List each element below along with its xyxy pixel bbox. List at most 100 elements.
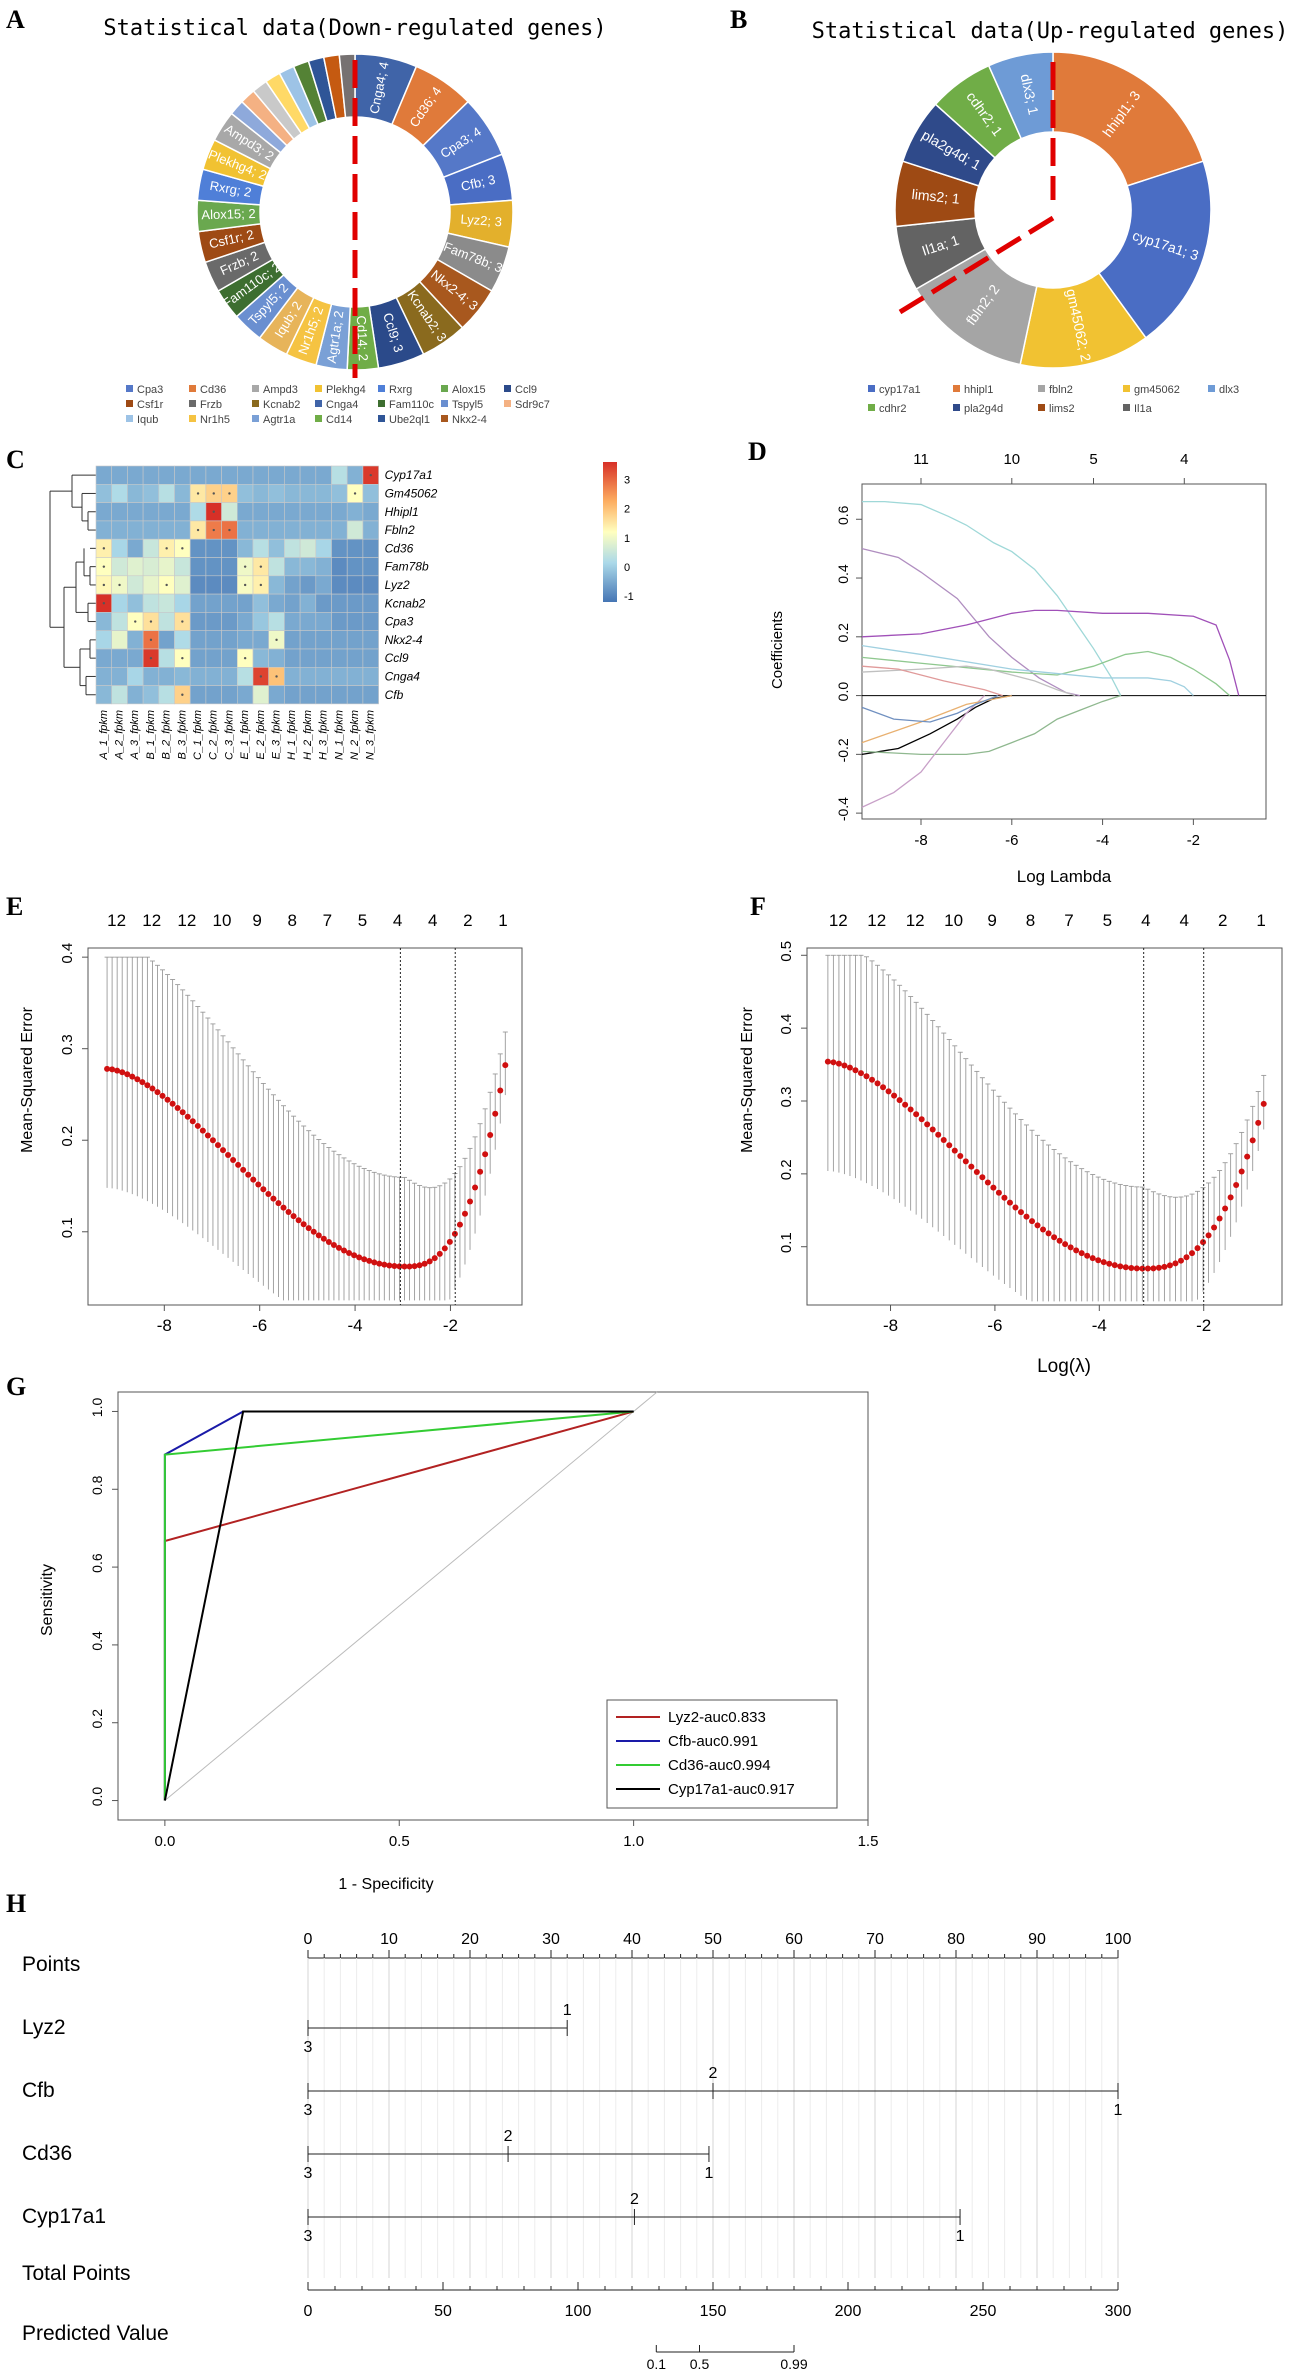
donut-b-legend: cyp17a1 hhipl1 fbln2 gm45062 dlx3 cdhr2 pla2g4… [868,384,1239,415]
cv-f-point-66 [1183,1254,1190,1261]
cv-f-top-label-10: 4 [1180,911,1189,930]
heatmap-significance-dot [181,656,184,660]
legend-a-label-ampd3: Ampd3 [263,384,298,396]
heatmap-cell-fbln2-a-1-fpkm [95,520,112,540]
heatmap-cell-kcnab2-b-2-fpkm [158,593,175,613]
cv-f-point-13 [891,1092,898,1099]
cv-f-top-label-7: 7 [1064,911,1073,930]
lasso-path-10 [861,695,986,808]
heatmap-cell-kcnab2-b-1-fpkm [142,593,160,613]
cv-f-point-67 [1189,1250,1196,1257]
cv-f-point-76 [1238,1168,1245,1175]
legend-a-label-cnga4: Cnga4 [326,399,358,411]
heatmap-significance-dot [212,492,215,495]
heatmap-cell-kcnab2-h-3-fpkm [315,593,332,613]
legend-b-swatch-pla2g4d [953,404,960,411]
legend-a-label-cd36: Cd36 [200,384,226,396]
heatmap-cell-lyz2-c-1-fpkm [189,575,207,595]
cv-f-point-14 [896,1097,903,1104]
heatmap-cell-cyp17a1-h-3-fpkm [315,465,332,485]
lasso-path-3 [861,609,1240,696]
nomogram-var-marker-lyz2-3: 3 [304,2039,313,2056]
nomogram-total-tick-label-300: 300 [1105,2303,1132,2320]
heatmap-significance-dot [228,492,231,495]
heatmap-cell-cpa3-a-1-fpkm [95,612,112,632]
cv-e-point-28 [240,1166,247,1173]
cv-e-point-24 [220,1147,227,1154]
heatmap-cell-lyz2-n-2-fpkm [346,575,364,595]
heatmap-scale-tick-0: 0 [624,562,630,574]
donut-b-divider-diagonal [898,215,1055,315]
heatmap-cell-cpa3-c-1-fpkm [189,612,207,632]
roc-xtick-label-1-5: 1.5 [858,1833,879,1850]
heatmap-cell-cpa3-e-3-fpkm [268,612,285,632]
cv-e-point-74 [472,1184,479,1191]
heatmap-cell-cyp17a1-h-1-fpkm [284,465,301,485]
heatmap-significance-dot [102,602,106,605]
roc-legend-label-cfb-auc0-991: Cfb-auc0.991 [668,1733,758,1750]
cv-f-point-38 [1029,1218,1036,1225]
cv-f-point-72 [1216,1215,1223,1222]
heatmap-cell-cpa3-n-2-fpkm [346,612,364,632]
legend-a-label-agtr1a: Agtr1a [263,414,296,426]
donut-a-slice-label-lyz2-3: Lyz2; 3 [460,211,502,229]
heatmap-cell-cfb-b-1-fpkm [142,685,160,705]
heatmap-cell-gm45062-b-2-fpkm [158,483,175,503]
heatmap-cell-ccl9-n-2-fpkm [346,648,364,668]
roc-curve-cd36-auc0-994 [163,1410,634,1801]
heatmap-cell-lyz2-c-2-fpkm [205,575,222,595]
nomogram-points-tick-label-30: 30 [542,1931,560,1948]
nomogram-total-label: Total Points [22,2262,131,2285]
donut-b-title: Statistical data(Up-regulated genes) [812,19,1289,44]
cv-e-top-label-1: 12 [107,911,126,930]
cv-e-point-27 [235,1161,242,1168]
heatmap-cell-cyp17a1-b-2-fpkm [158,465,175,485]
lasso-top-tick-label-10: 10 [1003,451,1020,468]
nomogram-points-tick-label-60: 60 [785,1931,803,1948]
cv-f-top-label-9: 4 [1141,911,1150,930]
cv-e-point-26 [230,1156,237,1163]
lasso-xlabel: Log Lambda [1017,867,1112,886]
cv-f-point-45 [1067,1244,1074,1251]
legend-a-label-cpa3: Cpa3 [137,384,163,396]
nomogram-var-marker-lyz2-1: 1 [563,2002,572,2019]
nomogram-var-marker-cd36-2: 2 [504,2128,513,2145]
cv-f-point-15 [902,1101,909,1108]
heatmap-row-label-cd36: Cd36 [385,541,414,555]
cv-f-point-68 [1194,1245,1201,1252]
cv-e-point-41 [305,1225,312,1232]
heatmap-significance-dot [369,473,372,477]
heatmap-cell-kcnab2-e-2-fpkm [252,593,269,613]
legend-b-swatch-gm45062 [1123,385,1130,392]
cv-f-point-42 [1051,1234,1058,1241]
lasso-coefficient-paths: -8 -6 -4 -2 -0.4 -0.2 0.0 0.2 0.4 0.6 11 10 5 4 [835,451,1266,849]
cv-f-point-22 [940,1136,947,1143]
heatmap-cell-fbln2-e-1-fpkm [237,520,254,540]
legend-b-label-fbln2: fbln2 [1049,384,1073,396]
heatmap-row-label-kcnab2: Kcnab2 [385,596,426,610]
cv-e-xtick-label-6: -6 [252,1316,267,1335]
heatmap-cell-cpa3-n-3-fpkm [362,612,379,632]
heatmap-cell-hhipl1-e-1-fpkm [237,502,254,522]
heatmap-col-label-h-2-fpkm: H_2_fpkm [302,710,314,760]
heatmap-cell-fam78b-b-3-fpkm [174,557,191,577]
heatmap-dendrogram [49,474,96,696]
cv-e-point-55 [376,1260,383,1267]
legend-a-swatch-ccl9 [504,385,511,392]
lasso-ylabel: Coefficients [769,611,786,689]
roc-plot-frame [117,1391,869,1821]
heatmap-cell-fbln2-n-2-fpkm [346,520,364,540]
heatmap-cell-cyp17a1-h-2-fpkm [299,465,317,485]
cv-e-point-42 [310,1228,317,1235]
cv-e-ytick-label-0-1: 0.1 [59,1217,76,1238]
cv-f-point-25 [957,1152,964,1159]
nomogram-var-marker-cyp17a1-1: 1 [956,2228,965,2245]
cv-e-top-label-5: 9 [252,911,261,930]
heatmap-cell-cnga4-a-2-fpkm [111,666,128,686]
cv-f-top-label-1: 12 [829,911,848,930]
heatmap-significance-dot [165,547,168,550]
cv-e-point-34 [270,1195,277,1202]
heatmap-cell-kcnab2-e-3-fpkm [268,593,285,613]
cv-f-point-39 [1034,1222,1041,1229]
cv-f-point-35 [1012,1204,1019,1211]
